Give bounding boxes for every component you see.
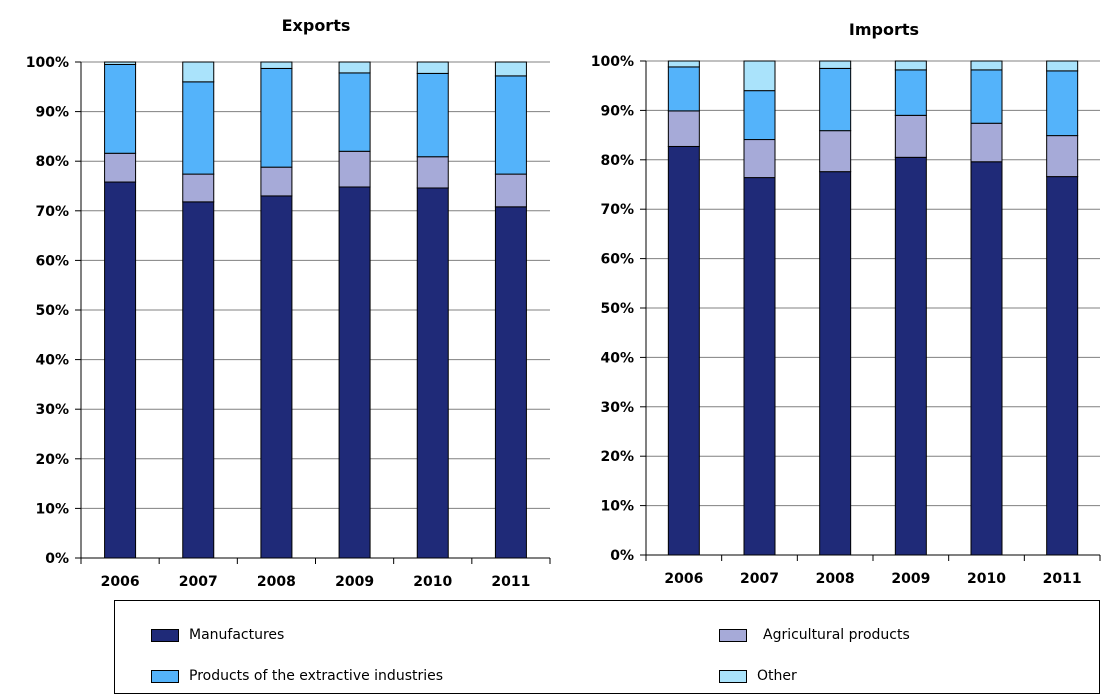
imports-bar-2007-manufactures: [743, 177, 776, 556]
exports-y-tick-label: 10%: [35, 501, 69, 517]
exports-bar-2006-products-of-the-extractive-industries: [104, 63, 137, 154]
imports-x-tick-label: 2010: [967, 571, 1006, 587]
legend-swatch-extractive-industries: [151, 669, 179, 683]
exports-x-tick-label: 2006: [101, 574, 140, 590]
imports-bar-2008-products-of-the-extractive-industries: [819, 67, 852, 132]
charts-canvas: 0% 10% 20% 30% 40% 50% 60% 70% 80% 90% 100% 2006 200…: [26, 16, 1101, 590]
imports-y-tick-label: 20%: [600, 449, 634, 465]
exports-bar-2010-other: [416, 61, 449, 74]
imports-y-tick-label: 80%: [600, 153, 634, 169]
exports-bar-2011-other: [494, 61, 527, 77]
legend-swatch-agricultural-products: [719, 628, 747, 642]
imports-bar-2008-other: [819, 60, 852, 69]
imports-bar-2009-agricultural-products: [894, 114, 927, 158]
exports-y-tick-label: 20%: [35, 452, 69, 468]
imports-y-tick-label: 30%: [600, 400, 634, 416]
exports-y-tick-label: 50%: [35, 303, 69, 319]
exports-bar-2007-manufactures: [182, 201, 215, 559]
legend-item-other: Other: [719, 668, 797, 684]
imports-bar-2009-manufactures: [894, 156, 927, 556]
exports-bar-2009-products-of-the-extractive-industries: [338, 72, 371, 152]
exports-x-tick-label: 2007: [179, 574, 218, 590]
exports-bar-2007-other: [182, 61, 215, 83]
legend-item-agricultural-products: Agricultural products: [719, 627, 910, 643]
exports-x-tick-label: 2009: [335, 574, 374, 590]
legend-label-other: Other: [757, 668, 797, 684]
exports-chart-title: Exports: [282, 16, 351, 35]
exports-bar-2009-other: [338, 61, 371, 74]
legend-item-extractive-industries: Products of the extractive industries: [151, 668, 443, 684]
exports-x-tick-label: 2010: [413, 574, 452, 590]
exports-bar-2011-products-of-the-extractive-industries: [494, 75, 527, 175]
exports-bar-2006-agricultural-products: [104, 152, 137, 183]
legend-swatch-manufactures: [151, 628, 179, 642]
imports-bar-2009-products-of-the-extractive-industries: [894, 69, 927, 116]
imports-bar-2011-agricultural-products: [1046, 135, 1079, 178]
exports-bar-2008-manufactures: [260, 195, 293, 559]
legend-label-manufactures: Manufactures: [189, 627, 285, 643]
imports-x-tick-label: 2007: [740, 571, 779, 587]
exports-bar-2009-agricultural-products: [338, 150, 371, 188]
imports-chart-title: Imports: [849, 20, 919, 39]
imports-bar-2011-manufactures: [1046, 176, 1079, 556]
legend-swatch-other: [719, 669, 747, 683]
imports-bar-2007-products-of-the-extractive-industries: [743, 90, 776, 141]
imports-bar-2006-products-of-the-extractive-industries: [667, 66, 700, 112]
exports-y-tick-label: 70%: [35, 204, 69, 220]
exports-bar-2009-manufactures: [338, 186, 371, 559]
imports-y-tick-label: 40%: [600, 350, 634, 366]
exports-bar-2010-manufactures: [416, 187, 449, 559]
imports-x-tick-label: 2009: [891, 571, 930, 587]
legend-label-agricultural-products: Agricultural products: [763, 627, 910, 643]
exports-x-tick-label: 2011: [491, 574, 530, 590]
imports-y-tick-label: 50%: [600, 301, 634, 317]
imports-bar-2008-manufactures: [819, 171, 852, 556]
imports-x-tick-label: 2008: [816, 571, 855, 587]
imports-bar-2010-agricultural-products: [970, 122, 1003, 163]
exports-bar-2006-other: [104, 61, 137, 65]
legend-item-manufactures: Manufactures: [151, 627, 284, 643]
exports-y-tick-label: 60%: [35, 253, 69, 269]
exports-bar-2008-agricultural-products: [260, 166, 293, 197]
exports-x-tick-label: 2008: [257, 574, 296, 590]
exports-y-tick-label: 80%: [35, 154, 69, 170]
imports-y-tick-label: 70%: [600, 202, 634, 218]
imports-bar-2011-other: [1046, 60, 1079, 72]
exports-bar-2007-agricultural-products: [182, 173, 215, 203]
imports-y-tick-label: 100%: [591, 54, 634, 70]
imports-bar-2010-products-of-the-extractive-industries: [970, 69, 1003, 124]
imports-bar-2010-manufactures: [970, 161, 1003, 556]
exports-bar-2010-products-of-the-extractive-industries: [416, 72, 449, 158]
imports-bar-2009-other: [894, 60, 927, 71]
exports-y-tick-label: 100%: [26, 55, 69, 71]
imports-bar-2006-manufactures: [667, 145, 700, 556]
imports-y-tick-label: 10%: [600, 499, 634, 515]
exports-y-tick-label: 30%: [35, 402, 69, 418]
exports-bar-2008-products-of-the-extractive-industries: [260, 67, 293, 168]
exports-bar-2007-products-of-the-extractive-industries: [182, 81, 215, 175]
exports-bar-2006-manufactures: [104, 181, 137, 559]
exports-bar-2011-agricultural-products: [494, 173, 527, 208]
imports-y-tick-label: 90%: [600, 103, 634, 119]
legend-label-extractive-industries: Products of the extractive industries: [189, 668, 444, 684]
exports-bar-2008-other: [260, 61, 293, 69]
exports-bar-2010-agricultural-products: [416, 156, 449, 189]
imports-y-tick-label: 60%: [600, 252, 634, 268]
imports-bar-2010-other: [970, 60, 1003, 71]
imports-bar-2007-other: [743, 60, 776, 92]
exports-y-tick-label: 40%: [35, 353, 69, 369]
legend: Manufactures Agricultural products Produ…: [114, 600, 1100, 694]
imports-bar-2008-agricultural-products: [819, 130, 852, 173]
imports-x-tick-label: 2006: [664, 571, 703, 587]
imports-x-tick-label: 2011: [1043, 571, 1082, 587]
imports-bar-2006-other: [667, 60, 700, 68]
exports-y-tick-label: 0%: [45, 551, 69, 567]
exports-y-tick-label: 90%: [35, 105, 69, 121]
imports-bar-2006-agricultural-products: [667, 110, 700, 147]
imports-bar-2011-products-of-the-extractive-industries: [1046, 70, 1079, 137]
imports-bar-2007-agricultural-products: [743, 139, 776, 179]
exports-bar-2011-manufactures: [494, 206, 527, 559]
imports-y-tick-label: 0%: [610, 548, 634, 564]
